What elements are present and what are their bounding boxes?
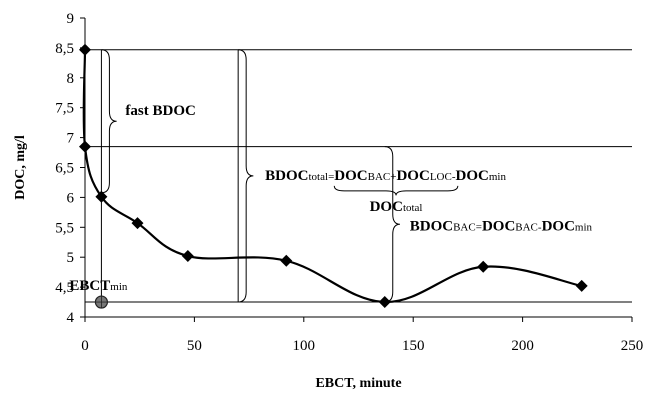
data-point — [280, 254, 293, 267]
data-point — [575, 279, 588, 292]
x-tick-label: 200 — [511, 338, 534, 354]
doc-total-sub: total — [403, 202, 423, 214]
x-tick-label: 250 — [621, 338, 644, 354]
bdoc-bac-eq: = — [476, 221, 482, 233]
y-tick-label: 4 — [67, 310, 75, 326]
bdoc-bac-lhs: BDOC — [410, 218, 453, 234]
y-tick-label: 6 — [67, 190, 75, 206]
x-tick-label: 50 — [187, 338, 202, 354]
data-point — [95, 190, 108, 203]
y-tick-label: 6,5 — [55, 161, 74, 177]
bdoc-total-t1-sub: BAC — [368, 171, 391, 183]
bdoc-bac-t1: DOC — [482, 218, 515, 234]
y-tick-label: 7,5 — [55, 101, 74, 117]
y-tick-label: 8 — [67, 71, 75, 87]
data-point — [477, 260, 490, 273]
bdoc-bac-op1: - — [538, 221, 542, 233]
y-tick-label: 9 — [67, 11, 75, 27]
y-tick-label: 4,5 — [55, 280, 74, 296]
data-points — [79, 43, 588, 309]
bdoc-bac-t1-sub: BAC — [515, 221, 538, 233]
y-axis-title: DOC, mg/l — [13, 135, 28, 200]
fast-bdoc-label: fast BDOC — [125, 103, 195, 119]
bdoc-bac-t2: DOC — [542, 218, 575, 234]
data-point — [131, 217, 144, 230]
bdoc-total-t3-sub: min — [489, 171, 507, 183]
bdoc-bac-equation: BDOCBAC=DOCBAC-DOCmin — [410, 218, 593, 234]
bdoc-total-op2: - — [452, 171, 456, 183]
bdoc-total-lhs-sub: total — [309, 171, 329, 183]
x-tick-label: 100 — [293, 338, 316, 354]
y-tick-label: 7 — [67, 131, 75, 147]
bdoc-bac-lhs-sub: BAC — [453, 221, 476, 233]
y-tick-label: 5,5 — [55, 220, 74, 236]
bdoc-total-eq: = — [328, 171, 334, 183]
y-tick-labels: 4 4,5 5 5,5 6 6,5 7 7,5 8 8,5 9 — [55, 11, 74, 326]
bdoc-total-t2: DOC — [396, 168, 429, 184]
doc-total-main: DOC — [370, 199, 403, 215]
bdoc-total-brace — [238, 49, 254, 303]
data-point — [79, 140, 91, 153]
x-tick-labels: 0 50 100 150 200 250 — [81, 338, 643, 354]
doc-total-label: DOCtotal — [370, 199, 423, 215]
bdoc-total-lhs: BDOC — [265, 168, 308, 184]
data-point — [79, 43, 91, 56]
data-point — [378, 296, 391, 309]
doc-total-brace — [333, 185, 459, 196]
bdoc-bac-brace — [384, 146, 400, 303]
bdoc-total-t1: DOC — [334, 168, 367, 184]
doc-curve — [82, 49, 582, 304]
ebct-min-label: EBCTmin — [69, 278, 127, 294]
ebct-min-sub: min — [110, 281, 128, 293]
x-axis-title: EBCT, minute — [315, 376, 401, 391]
data-point — [181, 250, 194, 263]
bdoc-bac-t2-sub: min — [575, 221, 593, 233]
bdoc-total-op1: + — [390, 171, 396, 183]
braces — [101, 49, 459, 303]
x-tick-label: 150 — [402, 338, 425, 354]
bdoc-total-equation: BDOCtotal=DOCBAC+DOCLOC-DOCmin — [265, 168, 506, 184]
bdoc-total-t3: DOC — [455, 168, 488, 184]
x-tick-label: 0 — [81, 338, 89, 354]
y-tick-label: 5 — [67, 250, 75, 266]
fast-bdoc-brace — [101, 49, 117, 194]
y-tick-label: 8,5 — [55, 41, 74, 57]
reference-lines — [85, 49, 632, 303]
bdoc-total-t2-sub: LOC — [430, 171, 452, 183]
ebct-min-main: EBCT — [69, 278, 110, 294]
